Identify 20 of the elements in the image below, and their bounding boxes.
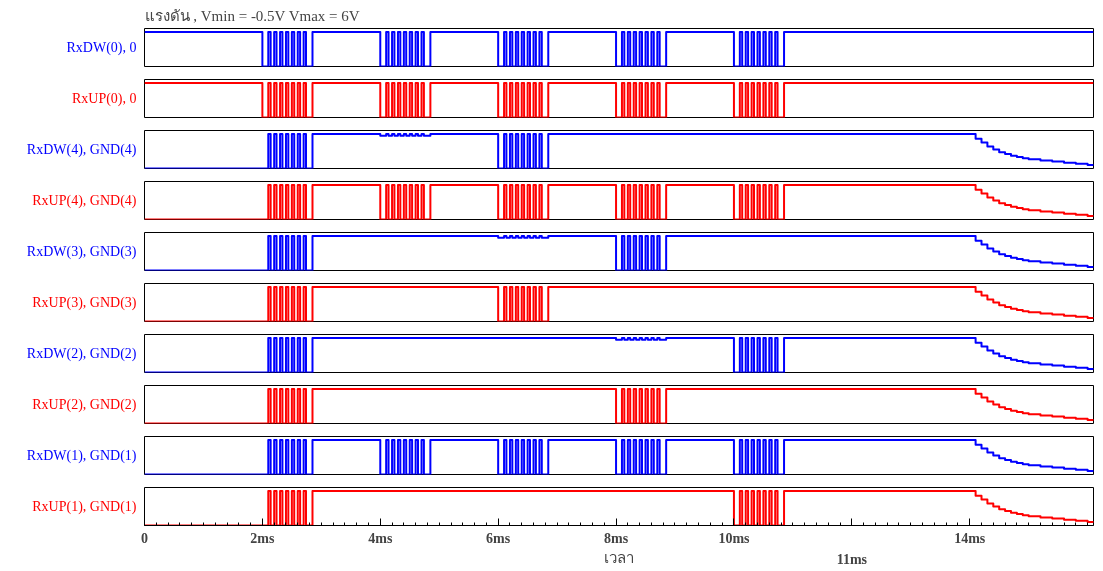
x-tick-label: 6ms <box>486 530 511 546</box>
x-axis-title: เวลา <box>604 548 634 567</box>
text: 11ms <box>836 551 868 567</box>
series-label: RxDW(1), GND(1) <box>26 448 137 464</box>
series-label: RxUP(0), 0 <box>71 91 137 107</box>
series-label: RxUP(2), GND(2) <box>32 397 137 413</box>
x-tick-label: 10ms <box>718 530 751 546</box>
series-label: RxDW(0), 0 <box>66 40 137 56</box>
x-tick-label: 2ms <box>250 530 275 546</box>
series-label: RxUP(4), GND(4) <box>32 193 137 209</box>
series-label: RxDW(2), GND(2) <box>26 346 137 362</box>
series-label: RxDW(4), GND(4) <box>26 142 137 158</box>
chart-title: แรงดัน , Vmin = -0.5V Vmax = 6V <box>144 7 360 24</box>
series-label: RxUP(3), GND(3) <box>32 295 137 311</box>
x-tick-label: 14ms <box>954 530 986 546</box>
x-tick-label: 4ms <box>368 530 393 546</box>
x-tick-label: 0 <box>141 530 148 546</box>
series-label: RxDW(3), GND(3) <box>26 244 137 260</box>
series-label: RxUP(1), GND(1) <box>32 499 137 515</box>
x-tick-label: 8ms <box>604 530 629 546</box>
